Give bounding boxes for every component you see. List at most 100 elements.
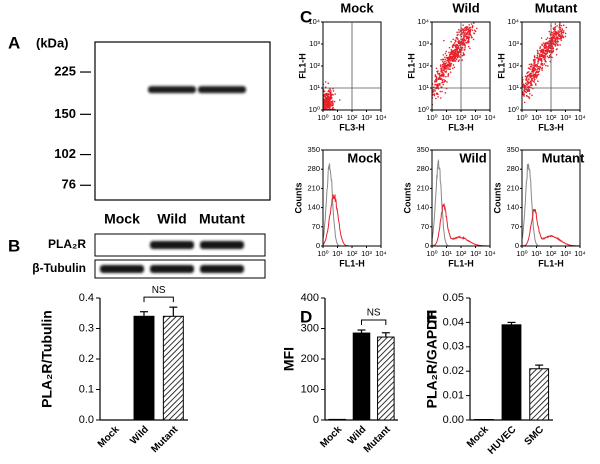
event-dot bbox=[338, 99, 341, 101]
event-dot bbox=[327, 96, 330, 99]
event-dot bbox=[470, 35, 473, 37]
y-tick-label: 280 bbox=[416, 164, 429, 173]
event-dot bbox=[453, 42, 456, 44]
event-dot bbox=[531, 70, 533, 73]
event-dot bbox=[458, 59, 460, 61]
bar bbox=[501, 324, 522, 421]
event-dot bbox=[433, 94, 436, 97]
event-dot bbox=[442, 83, 445, 86]
event-dot bbox=[436, 71, 439, 73]
event-dot bbox=[326, 104, 329, 106]
event-dot bbox=[555, 53, 558, 56]
event-dot bbox=[557, 30, 559, 32]
strip-band bbox=[200, 241, 244, 249]
y-tick-label: 10⁰ bbox=[418, 105, 429, 114]
event-dot bbox=[523, 90, 526, 92]
event-dot bbox=[454, 52, 457, 54]
event-dot bbox=[533, 78, 536, 81]
x-tick-label: 10⁴ bbox=[484, 249, 496, 258]
y-tick-label: 10⁰ bbox=[508, 105, 519, 114]
event-dot bbox=[327, 101, 330, 104]
event-dot bbox=[557, 37, 559, 39]
event-dot bbox=[468, 26, 471, 29]
bar bbox=[133, 315, 155, 421]
event-dot bbox=[466, 32, 468, 34]
x-tick-label: 10⁰ bbox=[516, 113, 527, 122]
y-tick-label: 10³ bbox=[309, 39, 320, 48]
y-tick-label: 0.04 bbox=[443, 316, 464, 328]
event-dot bbox=[540, 57, 543, 60]
event-dot bbox=[433, 93, 436, 95]
y-axis-label: Counts bbox=[402, 183, 412, 214]
event-dot bbox=[537, 60, 539, 63]
event-dot bbox=[451, 55, 454, 58]
event-dot bbox=[446, 64, 449, 67]
x-tick-label: 10³ bbox=[560, 113, 571, 122]
event-dot bbox=[466, 26, 469, 29]
event-dot bbox=[544, 46, 547, 49]
x-tick-label: 10¹ bbox=[531, 113, 542, 122]
event-dot bbox=[538, 53, 541, 55]
panel-letter: E bbox=[426, 307, 437, 326]
event-dot bbox=[464, 31, 466, 34]
y-tick-label: 280 bbox=[506, 164, 519, 173]
x-tick-label: Mutant bbox=[149, 424, 180, 455]
y-tick-label: 10⁴ bbox=[417, 17, 429, 26]
event-dot bbox=[438, 72, 441, 75]
y-tick-label: 0.1 bbox=[79, 383, 94, 395]
event-dot bbox=[330, 102, 332, 105]
event-dot bbox=[332, 102, 334, 105]
event-dot bbox=[552, 42, 555, 44]
event-dot bbox=[462, 24, 464, 26]
histogram-curve bbox=[431, 158, 490, 247]
y-tick-label: 300 bbox=[301, 322, 319, 334]
event-dot bbox=[539, 58, 542, 61]
lane-label: Mock bbox=[104, 211, 140, 227]
x-axis-label: FL3-H bbox=[448, 122, 474, 132]
significance-bracket bbox=[361, 319, 387, 326]
significance-bracket bbox=[143, 296, 174, 303]
x-tick-label: 10⁰ bbox=[426, 249, 437, 258]
y-tick-label: 10¹ bbox=[309, 83, 320, 92]
event-dot bbox=[555, 36, 558, 38]
event-dot bbox=[327, 98, 330, 100]
x-axis-label: FL1-H bbox=[448, 258, 474, 268]
y-tick-label: 0.3 bbox=[79, 322, 94, 334]
event-dot bbox=[551, 51, 553, 54]
event-dot bbox=[469, 28, 472, 31]
event-dot bbox=[558, 25, 561, 27]
event-dot bbox=[540, 51, 542, 53]
x-tick-label: 10² bbox=[347, 249, 358, 258]
event-dot bbox=[564, 35, 567, 38]
y-tick-label: 140 bbox=[307, 203, 320, 212]
bar bbox=[162, 315, 184, 421]
event-dot bbox=[435, 77, 438, 79]
event-dot bbox=[439, 90, 442, 93]
event-dot bbox=[529, 68, 531, 71]
panel-letter: D bbox=[300, 307, 312, 326]
event-dot bbox=[561, 31, 563, 34]
event-dot bbox=[536, 71, 538, 74]
event-dot bbox=[436, 83, 439, 86]
event-dot bbox=[525, 76, 528, 78]
event-dot bbox=[532, 73, 535, 76]
event-dot bbox=[526, 81, 529, 84]
event-dot bbox=[437, 78, 440, 80]
x-axis-label: FL3-H bbox=[339, 122, 365, 132]
event-dot bbox=[439, 84, 441, 86]
event-dot bbox=[332, 90, 335, 92]
event-dot bbox=[455, 44, 458, 47]
event-dot bbox=[528, 79, 530, 81]
event-dot bbox=[461, 47, 464, 49]
event-dot bbox=[526, 74, 529, 77]
x-tick-label: 10² bbox=[546, 249, 557, 258]
strip-band bbox=[150, 265, 194, 273]
y-tick-label: 10² bbox=[508, 61, 519, 70]
event-dot bbox=[537, 62, 539, 64]
significance-label: NS bbox=[152, 285, 166, 296]
significance-label: NS bbox=[367, 308, 381, 319]
event-dot bbox=[554, 45, 557, 47]
bar bbox=[328, 418, 346, 421]
y-tick-label: 350 bbox=[307, 145, 320, 154]
histogram-curve bbox=[432, 202, 490, 247]
